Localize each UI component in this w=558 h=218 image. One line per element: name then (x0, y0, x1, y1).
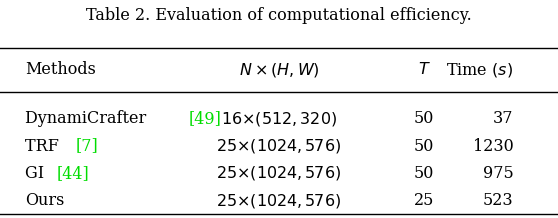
Text: 975: 975 (483, 165, 513, 182)
Text: Table 2. Evaluation of computational efficiency.: Table 2. Evaluation of computational eff… (86, 7, 472, 24)
Text: [44]: [44] (56, 165, 89, 182)
Text: 1230: 1230 (473, 138, 513, 155)
Text: DynamiCrafter: DynamiCrafter (25, 110, 151, 127)
Text: $N \times (H, W)$: $N \times (H, W)$ (239, 61, 319, 79)
Text: [7]: [7] (75, 138, 98, 155)
Text: [49]: [49] (188, 110, 221, 127)
Text: 50: 50 (414, 110, 434, 127)
Text: $T$: $T$ (418, 61, 430, 78)
Text: TRF: TRF (25, 138, 64, 155)
Text: GI: GI (25, 165, 49, 182)
Text: 523: 523 (483, 192, 513, 209)
Text: 37: 37 (493, 110, 513, 127)
Text: 25: 25 (414, 192, 434, 209)
Text: Time $(s)$: Time $(s)$ (446, 61, 513, 79)
Text: $25{\times}(1024, 576)$: $25{\times}(1024, 576)$ (217, 164, 341, 182)
Text: 50: 50 (414, 165, 434, 182)
Text: $16{\times}(512, 320)$: $16{\times}(512, 320)$ (221, 110, 337, 128)
Text: $25{\times}(1024, 576)$: $25{\times}(1024, 576)$ (217, 137, 341, 155)
Text: Methods: Methods (25, 61, 96, 78)
Text: $25{\times}(1024, 576)$: $25{\times}(1024, 576)$ (217, 192, 341, 209)
Text: 50: 50 (414, 138, 434, 155)
Text: Ours: Ours (25, 192, 65, 209)
